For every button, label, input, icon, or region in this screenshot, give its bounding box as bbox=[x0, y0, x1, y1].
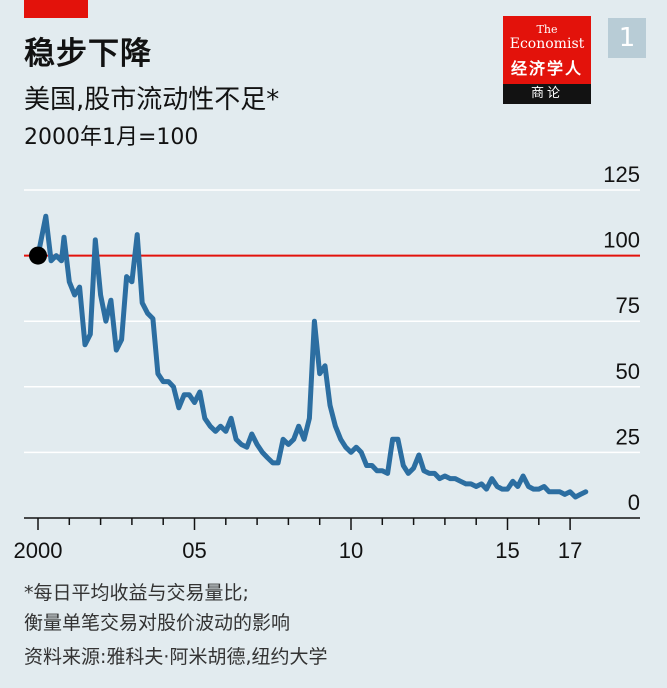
y-tick-label-25: 25 bbox=[616, 424, 640, 449]
logo-the: The bbox=[536, 23, 558, 36]
start-marker bbox=[29, 246, 47, 265]
x-tick-label-10: 10 bbox=[339, 538, 363, 560]
y-tick-label-75: 75 bbox=[616, 293, 640, 318]
x-tick-label-15: 15 bbox=[495, 538, 519, 560]
source-note: 资料来源:雅科夫·阿米胡德,纽约大学 bbox=[24, 646, 328, 668]
brand-red-tab bbox=[24, 0, 88, 18]
x-tick-label-05: 05 bbox=[182, 538, 206, 560]
series-line-liquidity bbox=[35, 213, 589, 500]
chart-number-badge: 1 bbox=[608, 18, 646, 58]
y-tick-label-125: 125 bbox=[603, 162, 640, 187]
x-tick-label-2000: 2000 bbox=[14, 538, 63, 560]
chart-unit-label: 2000年1月=100 bbox=[24, 125, 199, 150]
logo-strip: 商论 bbox=[503, 84, 591, 104]
line-chart: 0 25 50 75 100 125 2000 05 10 15 17 bbox=[14, 162, 640, 560]
footnote-line-2: 衡量单笔交易对股价波动的影响 bbox=[24, 612, 291, 634]
y-tick-label-0: 0 bbox=[628, 490, 640, 515]
logo-name: Economist bbox=[509, 36, 585, 52]
chart-title: 稳步下降 bbox=[24, 36, 152, 72]
x-tick-label-17: 17 bbox=[558, 538, 582, 560]
y-tick-label-100: 100 bbox=[603, 228, 640, 253]
logo-chinese-name: 经济学人 bbox=[510, 59, 583, 78]
economist-logo: The Economist 经济学人 商论 bbox=[503, 16, 591, 104]
chart-subtitle: 美国,股市流动性不足* bbox=[24, 85, 280, 115]
footnote-line-1: *每日平均收益与交易量比; bbox=[24, 582, 249, 604]
y-tick-label-50: 50 bbox=[616, 359, 640, 384]
